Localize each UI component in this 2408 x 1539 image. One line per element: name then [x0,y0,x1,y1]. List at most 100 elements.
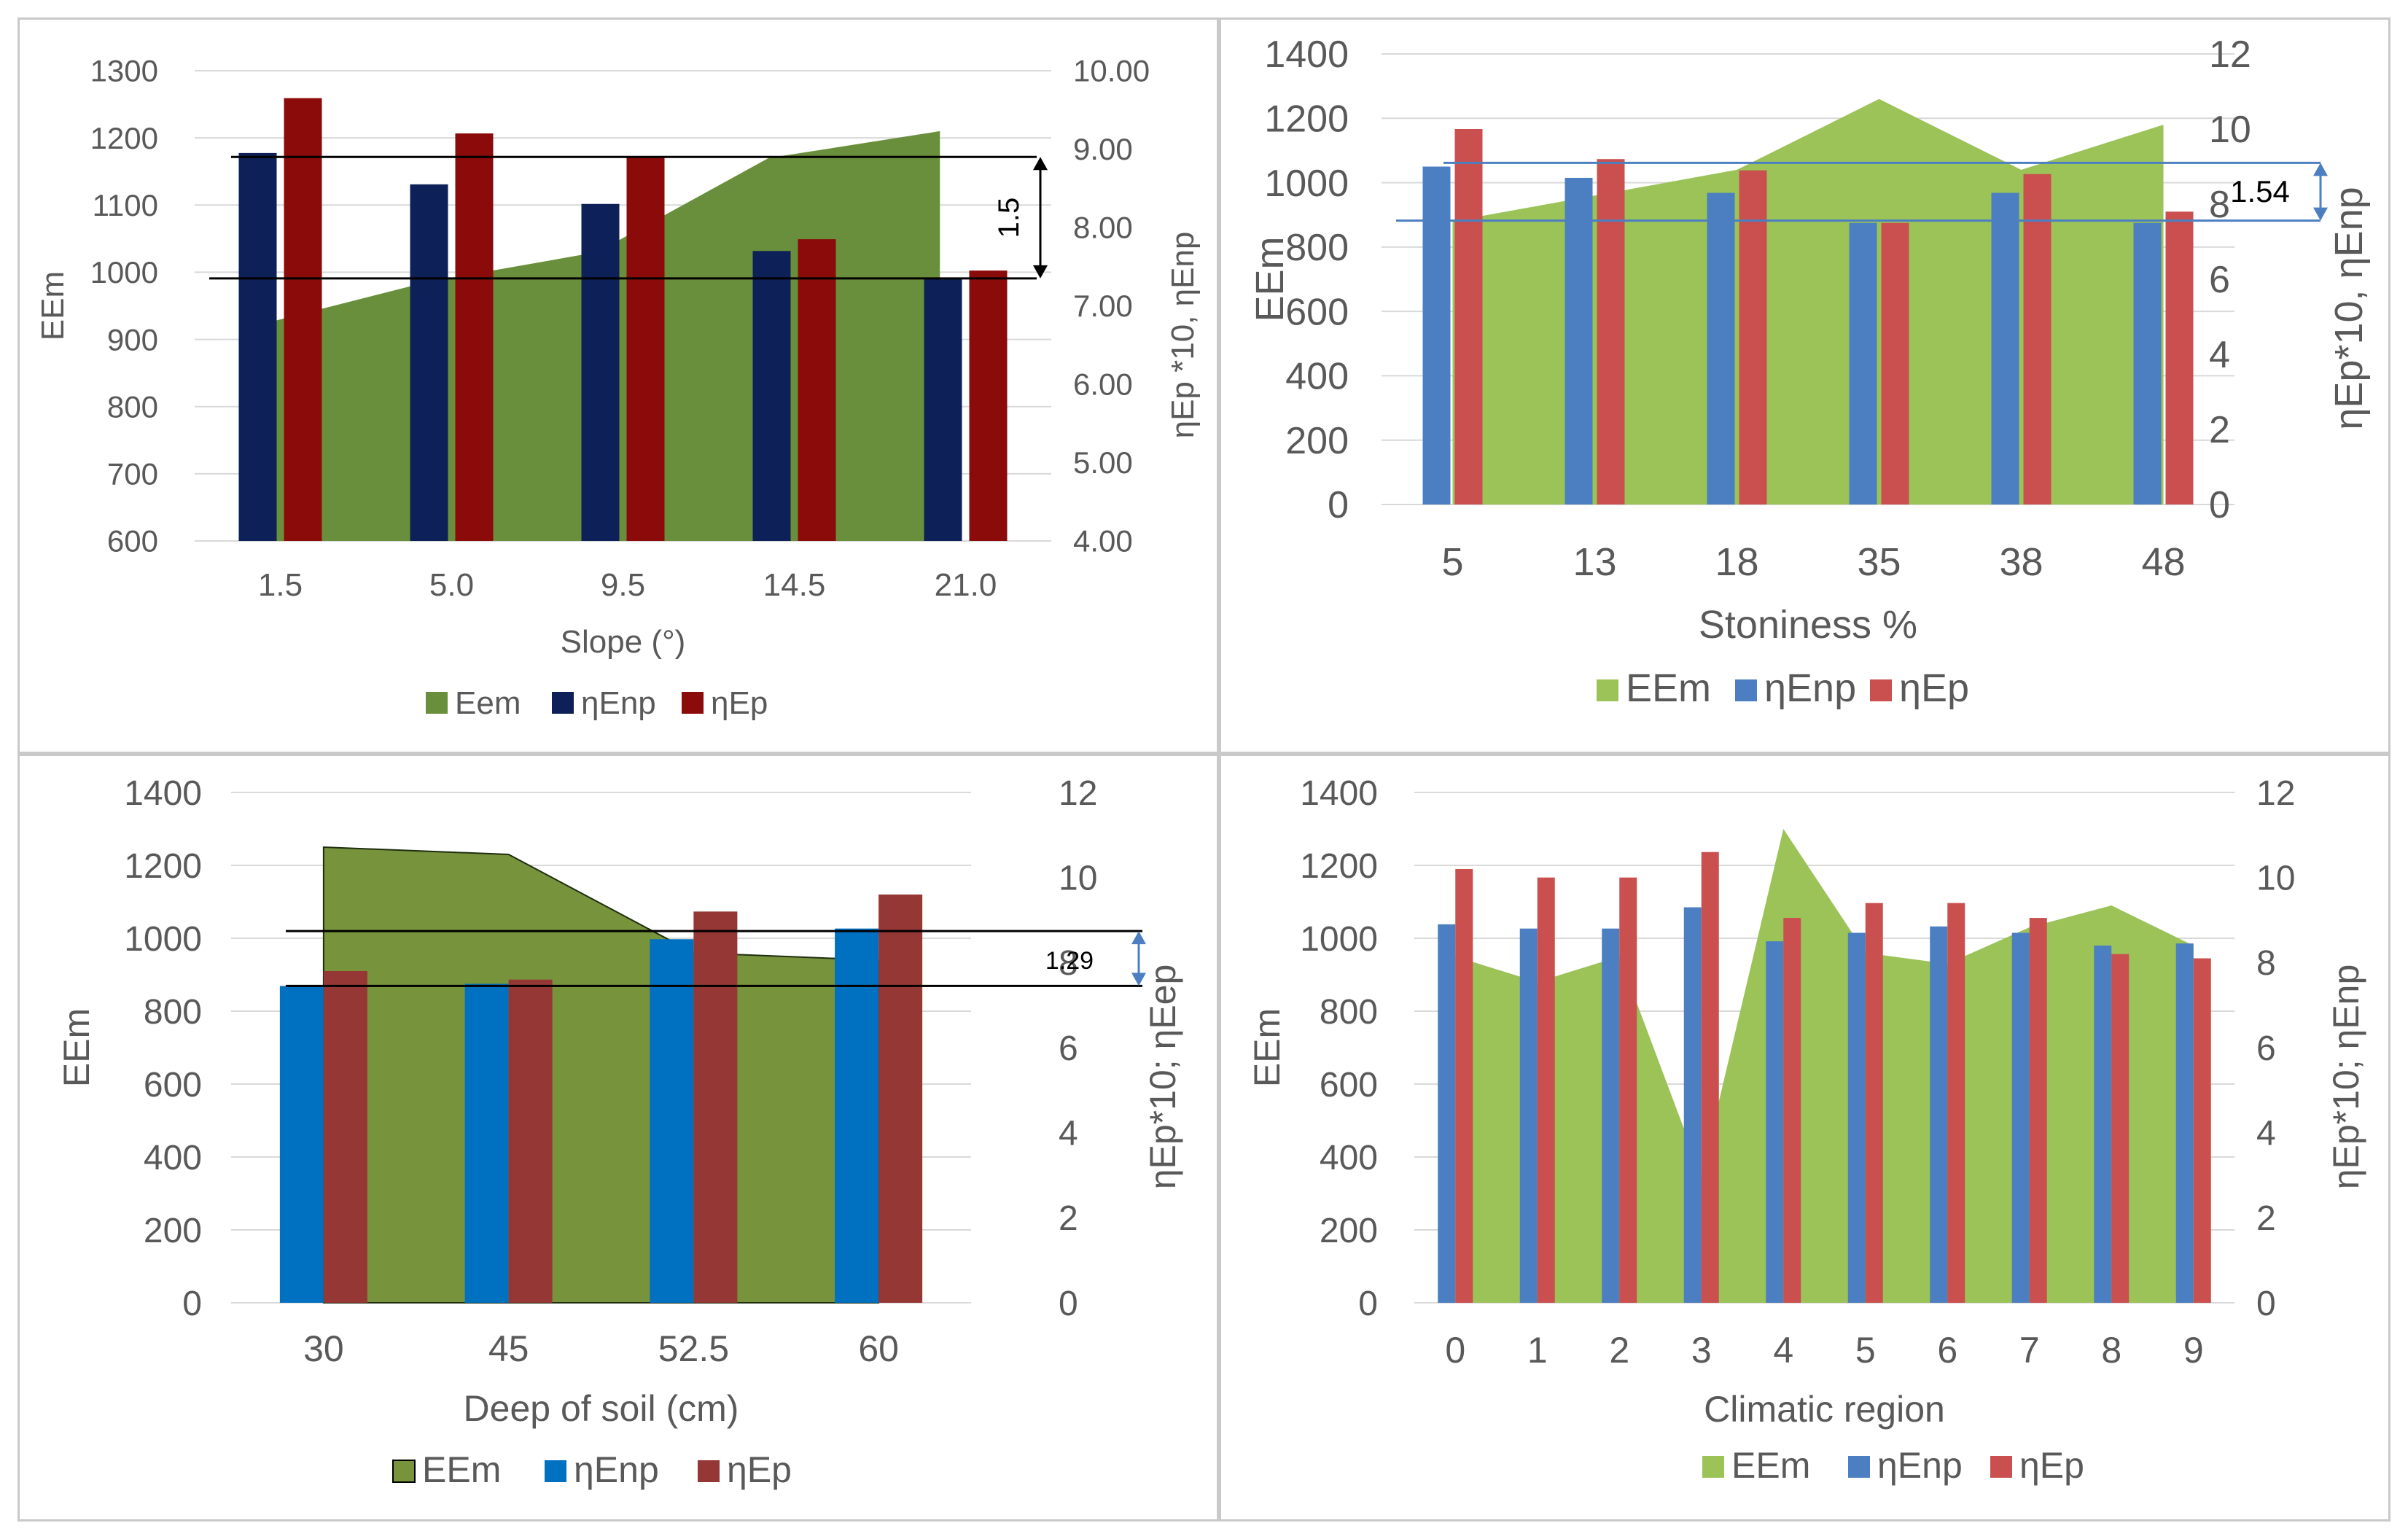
y-tick-label: 1400 [124,774,202,813]
y2-tick-label: 12 [2209,34,2251,76]
bar-etaep [1455,869,1473,1303]
bar-etaenp [1991,192,2019,504]
x-tick-label: 18 [1715,540,1758,584]
x-tick-label: 38 [1999,540,2043,584]
x-axis-title: Slope (°) [561,624,686,660]
bar-etaep [878,895,923,1303]
chart-1-svg: 0 200 400 600 800 1000 1200 1400 0 2 4 6 8 10 12 5 13 18 3… [1248,34,2371,710]
bar-etaep [1783,918,1801,1303]
y2-tick-label: 10 [2209,109,2251,151]
y2-tick-label: 8 [2256,944,2276,983]
bar-etaep [1619,877,1637,1303]
y2-tick-label: 4 [2256,1114,2276,1153]
y-tick-label: 400 [1285,356,1349,398]
y2-tick-label: 6 [2256,1029,2276,1068]
y2-tick-label: 12 [1059,774,1097,813]
y2-tick-label: 6.00 [1073,367,1133,402]
y-tick-label: 1000 [90,255,158,289]
bar-etaep [1537,877,1555,1303]
chart-stoniness-panel: 0 200 400 600 800 1000 1200 1400 0 2 4 6 8 10 12 5 13 18 3… [1219,17,2391,754]
x-tick-label: 0 [1445,1330,1465,1371]
y-tick-label: 0 [1358,1285,1378,1323]
y2-tick-label: 10 [1059,859,1097,897]
y-tick-label: 600 [107,524,158,558]
annotation-label: 1.54 [2230,174,2290,209]
legend-label: ηEnp [574,1449,659,1490]
bar-etaep [1739,170,1767,504]
legend-swatch [1990,1456,2012,1478]
x-tick-label: 14.5 [763,567,826,603]
bar-etaep [508,979,553,1303]
bar-etaenp [1422,166,1451,504]
legend-swatch [545,1460,566,1482]
x-tick-label: 35 [1857,540,1901,584]
bar-etaep [2193,958,2211,1303]
annotation-arrowhead-down [1033,265,1048,278]
legend-label: ηEnp [1764,666,1856,710]
legend-swatch [698,1460,720,1482]
legend-swatch [682,692,704,714]
y-tick-label: 200 [1320,1212,1378,1250]
bar-etaep [2029,918,2047,1303]
y2-tick-label: 10.00 [1073,54,1150,88]
y-tick-label: 400 [144,1139,202,1177]
y-tick-label: 900 [107,322,158,356]
bar-etaenp [1565,177,1593,504]
bar-etaep [1597,159,1625,504]
legend-swatch [392,1460,416,1483]
x-tick-label: 48 [2141,540,2185,584]
y-tick-label: 1100 [93,188,158,222]
legend-swatch [1702,1456,1724,1478]
y2-axis-title: ηEp *10, ηEnp [1165,232,1201,439]
x-tick-label: 30 [303,1328,344,1369]
bar-etaenp [1438,924,1456,1303]
annotation-label: 1.5 [993,198,1025,238]
bar-etaep [1454,129,1483,504]
y-tick-label: 800 [1320,993,1378,1032]
legend-swatch [1735,679,1757,701]
x-tick-label: 21.0 [935,567,997,603]
bar-etaenp [1766,941,1784,1303]
y-tick-label: 400 [1320,1139,1378,1177]
y-tick-label: 1400 [1264,34,1349,76]
bar-etaep [455,133,494,541]
bar-etaenp [238,152,277,541]
bar-etaep [1947,903,1965,1303]
bar-etaenp [1930,926,1948,1303]
area-series-eem [1452,98,2164,505]
bar-etaenp [1849,222,1877,504]
bar-etaenp [1683,907,1702,1303]
bar-etaep [284,98,322,541]
legend-label: ηEp [1899,666,1969,710]
y-tick-label: 800 [107,389,158,424]
y2-axis-title: ηEp*10; ηEep [1142,965,1183,1190]
bar-etaenp [2094,946,2112,1303]
chart-climatic-region-panel: 0 200 400 600 800 1000 1200 1400 0 2 4 6 8 10 12 0 1 2 3 4 5… [1219,754,2391,1522]
y2-tick-label: 2 [2209,409,2230,451]
area-series-eem [322,846,880,1304]
x-axis-title: Stoniness % [1699,603,1917,647]
y-tick-label: 200 [144,1212,202,1250]
x-tick-label: 45 [488,1328,529,1369]
annotation-arrowhead-up [1131,931,1146,945]
bar-etaep [969,270,1008,541]
bar-etaenp [410,184,448,541]
bar-etaenp [1847,932,1866,1303]
x-tick-label: 5 [1441,540,1463,584]
y2-tick-label: 0 [1059,1285,1078,1323]
y2-tick-label: 12 [2256,774,2295,813]
chart-slope-panel: 600 700 800 900 1000 1100 1200 1300 4.00 5.00 6.00… [17,17,1219,754]
bar-etaenp [1519,928,1538,1303]
y2-tick-label: 6 [2209,259,2230,301]
legend-label: ηEp [711,685,768,721]
y-tick-label: 0 [1328,484,1349,526]
y2-tick-label: 4 [2209,334,2230,376]
bar-etaenp [279,986,324,1303]
annotation-arrowhead-up [2313,163,2328,176]
bar-etaep [323,971,367,1303]
x-tick-label: 1 [1527,1330,1548,1371]
legend-swatch [552,692,574,714]
bar-etaenp [581,203,620,541]
bar-etaep [2023,174,2052,505]
